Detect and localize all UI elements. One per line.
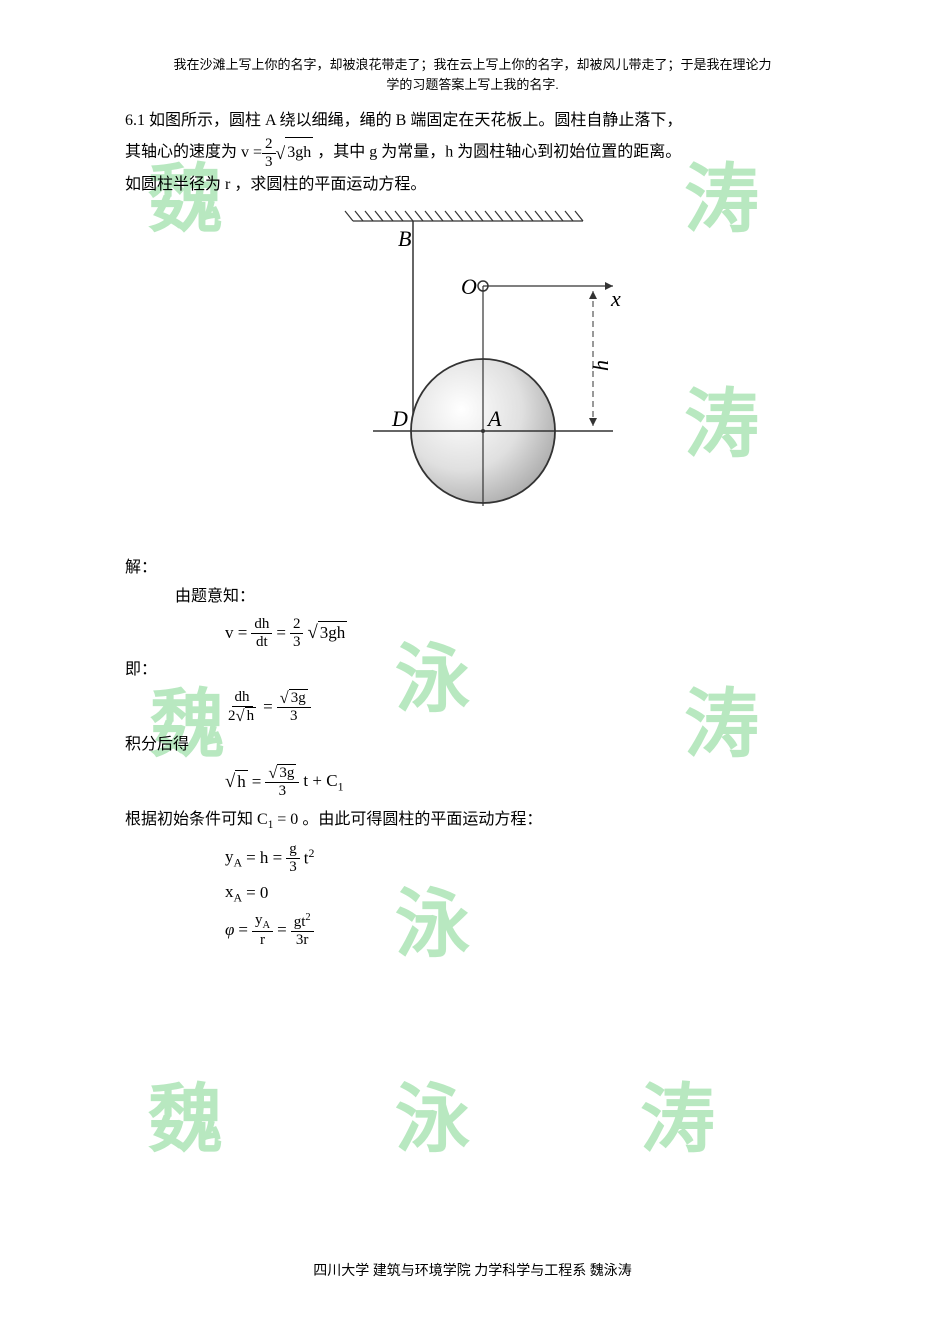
watermark: 泳 <box>395 1065 478 1178</box>
f4-3-f2-sup: 2 <box>305 912 310 923</box>
f2-rhs-den: 3 <box>287 708 301 725</box>
header-line2: 学的习题答案上写上我的名字. <box>386 77 558 92</box>
f3-rhs-sqrt: 3g <box>277 764 296 782</box>
solution-line3: 积分后得 <box>125 731 820 758</box>
f4-1-lhs: y <box>225 847 234 866</box>
solution-formula4-3: φ = yA r = gt2 3r <box>125 912 820 949</box>
f4-1-den: 3 <box>286 859 300 876</box>
f1-den1: dt <box>253 634 271 651</box>
figure-label-h: h <box>588 360 613 371</box>
f4-2-tail: = 0 <box>246 882 268 904</box>
f4-3-f2-den: 3r <box>293 932 312 949</box>
solution-block: 解： 由题意知： v = dh dt = 2 3 3gh 即： dh 2 h <box>125 554 820 949</box>
frac-den: 3 <box>262 154 276 171</box>
problem-line2-after: ，其中 g 为常量，h 为圆柱轴心到初始位置的距离。 <box>317 144 681 161</box>
frac-num: 2 <box>262 136 276 154</box>
f4-3-f2-num: gt <box>294 914 306 930</box>
solution-label: 解： <box>125 554 820 581</box>
f1-lhs: v = <box>225 622 247 644</box>
f4-2-lhs: x <box>225 882 234 901</box>
f2-rhs-sqrt: 3g <box>289 689 308 707</box>
f1-num2: 2 <box>290 616 304 634</box>
solution-formula2: dh 2 h = 3g 3 <box>125 689 820 725</box>
solution-formula4-2: xA = 0 <box>125 881 820 906</box>
f1-den2: 3 <box>290 634 304 651</box>
page-footer: 四川大学 建筑与环境学院 力学科学与工程系 魏泳涛 <box>0 1261 945 1282</box>
figure-label-D: D <box>391 406 408 431</box>
f4-1-sup: 2 <box>309 846 315 860</box>
f4-3-f1-sub: A <box>263 920 271 931</box>
line4-after: 。由此可得圆柱的平面运动方程： <box>302 811 542 828</box>
problem-line3: 如圆柱半径为 r ，求圆柱的平面运动方程。 <box>125 176 426 193</box>
f2-num: dh <box>232 689 253 707</box>
header-line1: 我在沙滩上写上你的名字，却被浪花带走了；我在云上写上你的名字，却被风儿带走了；于… <box>173 57 771 72</box>
solution-formula1: v = dh dt = 2 3 3gh <box>125 616 820 650</box>
f3-lhs-sqrt: h <box>235 770 248 793</box>
formula-v-lhs: v = <box>241 138 262 168</box>
sqrt-body: 3gh <box>285 137 313 168</box>
figure-label-O: O <box>461 274 477 299</box>
f2-eq: = <box>263 696 273 718</box>
f3-eq: = <box>252 771 262 793</box>
watermark: 涛 <box>640 1065 723 1178</box>
problem-statement: 6.1 如图所示，圆柱 A 绕以细绳，绳的 B 端固定在天花板上。圆柱自静止落下… <box>125 106 820 201</box>
f2-den-sqrt: h <box>245 707 257 725</box>
f1-num1: dh <box>251 616 272 634</box>
f3-rhs-den: 3 <box>276 783 290 800</box>
f4-3-eq1: = <box>238 919 248 941</box>
f4-1-sub: A <box>234 855 243 869</box>
f1-eq: = <box>276 622 286 644</box>
f4-1-mid: = h = <box>246 847 282 869</box>
line4-before: 根据初始条件可知 <box>125 811 253 828</box>
f4-1-num: g <box>286 841 300 859</box>
f3-tail: t + C <box>303 771 337 790</box>
problem-line2-before: 其轴心的速度为 <box>125 144 237 161</box>
figure-label-x: x <box>610 286 621 311</box>
line4-c: C <box>257 811 268 828</box>
f4-2-sub: A <box>234 890 243 904</box>
solution-formula3: h = 3g 3 t + C1 <box>125 764 820 800</box>
solution-line4: 根据初始条件可知 C1 = 0 。由此可得圆柱的平面运动方程： <box>125 806 820 835</box>
f1-sqrt: 3gh <box>318 621 348 644</box>
f3-sub: 1 <box>338 779 344 793</box>
solution-line1: 由题意知： <box>125 583 820 610</box>
f4-3-eq2: = <box>277 919 287 941</box>
line4-eq: = 0 <box>273 811 298 828</box>
f4-3-f1-num: y <box>255 912 263 928</box>
f4-3-f1-den: r <box>257 932 268 949</box>
problem-number: 6.1 <box>125 112 145 129</box>
figure-label-A: A <box>486 406 502 431</box>
f2-den-pre: 2 <box>228 708 236 725</box>
solution-formula4-1: yA = h = g 3 t2 <box>125 841 820 875</box>
page-header: 我在沙滩上写上你的名字，却被浪花带走了；我在云上写上你的名字，却被风儿带走了；于… <box>125 55 820 94</box>
f4-3-phi: φ <box>225 919 234 941</box>
figure-label-B: B <box>398 226 411 251</box>
watermark: 魏 <box>148 1065 231 1178</box>
problem-figure: B O x h <box>125 206 820 544</box>
solution-line2: 即： <box>125 656 820 683</box>
problem-line1: 如图所示，圆柱 A 绕以细绳，绳的 B 端固定在天花板上。圆柱自静止落下， <box>145 112 682 129</box>
